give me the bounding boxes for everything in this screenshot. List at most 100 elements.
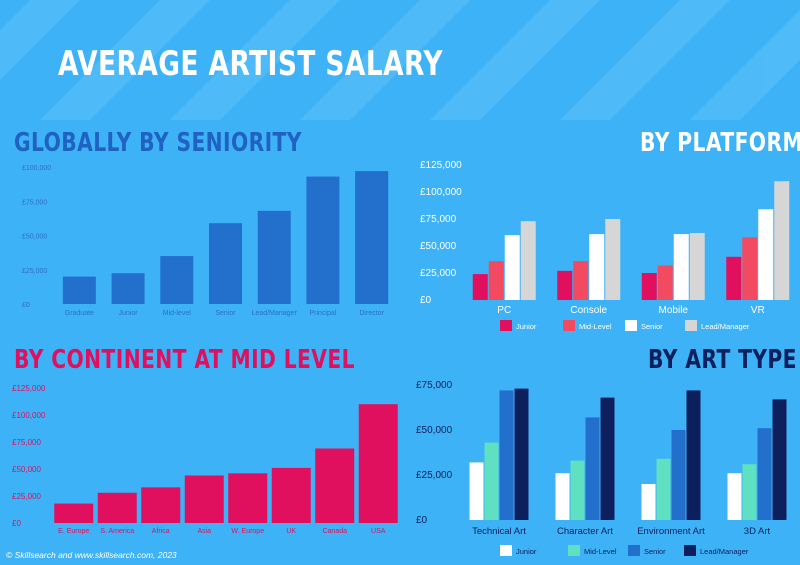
x-tick-label: UK xyxy=(286,528,296,535)
x-tick-label: 3D Art xyxy=(744,526,771,537)
bar-3d-art-lead-manager xyxy=(772,399,787,520)
x-tick-label: Director xyxy=(359,310,384,317)
x-tick-label: Character Art xyxy=(557,526,613,537)
bar-technical-art-senior xyxy=(499,390,514,520)
legend-swatch-junior xyxy=(500,320,512,331)
legend-label-senior: Senior xyxy=(644,547,666,556)
y-tick-label: £0 xyxy=(420,295,432,306)
x-tick-label: USA xyxy=(371,528,386,535)
bar-environment-art-senior xyxy=(671,430,686,520)
x-tick-label: PC xyxy=(497,305,511,316)
bar-e-europe xyxy=(54,503,94,523)
bar-environment-art-lead-manager xyxy=(686,390,701,520)
bar-console-senior xyxy=(589,234,605,300)
bar-mobile-mid-level xyxy=(657,265,673,300)
bar-principal xyxy=(306,176,340,304)
legend-label-mid-level: Mid-Level xyxy=(584,547,617,556)
y-tick-label: £100,000 xyxy=(12,411,46,420)
y-tick-label: £100,000 xyxy=(22,165,51,172)
legend-swatch-junior xyxy=(500,545,512,556)
bar-graduate xyxy=(62,276,96,304)
bar-3d-art-mid-level xyxy=(742,464,757,520)
bar-technical-art-lead-manager xyxy=(514,388,529,520)
x-tick-label: Lead/Manager xyxy=(252,310,298,317)
legend-swatch-mid-level xyxy=(563,320,575,331)
seniority-chart-title: GLOBALLY BY SENIORITY xyxy=(14,128,302,158)
y-tick-label: £125,000 xyxy=(420,160,462,171)
bar-vr-senior xyxy=(758,209,774,300)
seniority-bar-chart: £0 £25,000 £50,000 £75,000 £100,000 Graduate J… xyxy=(22,165,389,317)
bar-w-europe xyxy=(228,473,268,523)
bar-character-art-mid-level xyxy=(570,460,585,520)
legend-label-mid-level: Mid-Level xyxy=(579,322,612,331)
y-tick-label: £75,000 xyxy=(416,380,453,391)
copyright-footer: © Skillsearch and www.skillsearch.com, 2… xyxy=(6,550,177,560)
bar-senior xyxy=(209,223,242,304)
bar-mobile-lead-manager xyxy=(689,233,705,300)
bar-usa xyxy=(358,404,398,523)
bar-junior xyxy=(111,273,145,304)
y-tick-label: £75,000 xyxy=(420,214,457,225)
bar-s-america xyxy=(97,492,137,523)
y-tick-label: £0 xyxy=(416,515,428,526)
legend-swatch-lead-manager xyxy=(684,545,696,556)
bar-technical-art-mid-level xyxy=(484,442,499,520)
bar-director xyxy=(355,171,389,304)
y-tick-label: £75,000 xyxy=(12,438,41,447)
x-tick-label: Technical Art xyxy=(472,526,526,537)
x-tick-label: Principal xyxy=(309,310,336,317)
bar-3d-art-senior xyxy=(757,428,772,520)
y-tick-label: £75,000 xyxy=(22,199,47,206)
bar-pc-junior xyxy=(472,274,488,300)
x-tick-label: Environment Art xyxy=(637,526,705,537)
bar-vr-lead-manager xyxy=(774,181,790,300)
legend-swatch-senior xyxy=(625,320,637,331)
legend-label-lead-manager: Lead/Manager xyxy=(700,547,749,556)
bar-pc-senior xyxy=(504,235,520,300)
y-tick-label: £25,000 xyxy=(22,268,47,275)
bar-pc-mid-level xyxy=(488,261,504,300)
continent-bar-chart: £0 £25,000 £50,000 £75,000 £100,000 £125,000 E… xyxy=(12,384,398,535)
legend-swatch-mid-level xyxy=(568,545,580,556)
x-tick-label: Mid-level xyxy=(163,310,191,317)
y-tick-label: £50,000 xyxy=(416,425,453,436)
legend-label-lead-manager: Lead/Manager xyxy=(701,322,750,331)
y-tick-label: £0 xyxy=(22,302,30,309)
bar-mid-level xyxy=(160,256,194,304)
legend-label-senior: Senior xyxy=(641,322,663,331)
y-tick-label: £50,000 xyxy=(12,465,41,474)
bar-canada xyxy=(315,448,355,523)
x-tick-label: Mobile xyxy=(659,305,689,316)
bar-vr-mid-level xyxy=(742,237,758,300)
art-type-bar-chart: £0 £25,000 £50,000 £75,000 Technical Art Char… xyxy=(416,380,787,556)
bar-pc-lead-manager xyxy=(520,221,536,300)
legend-swatch-lead-manager xyxy=(685,320,697,331)
bar-mobile-senior xyxy=(673,234,689,300)
x-tick-label: Junior xyxy=(119,310,139,317)
x-tick-label: S. America xyxy=(100,528,134,535)
bar-vr-junior xyxy=(726,256,742,300)
bar-environment-art-junior xyxy=(641,484,656,520)
platform-bar-chart: £0 £25,000 £50,000 £75,000 £100,000 £125,000 P… xyxy=(420,160,790,331)
x-tick-label: Graduate xyxy=(65,310,94,317)
continent-chart-title: BY CONTINENT AT MID LEVEL xyxy=(14,345,355,375)
header-stripes xyxy=(0,0,800,120)
bar-mobile-junior xyxy=(641,273,657,300)
x-tick-label: Console xyxy=(570,305,607,316)
bar-character-art-junior xyxy=(555,473,570,520)
bar-uk xyxy=(271,467,311,523)
art-type-chart-title: BY ART TYPE xyxy=(648,345,797,375)
legend-label-junior: Junior xyxy=(516,322,537,331)
bar-asia xyxy=(184,475,224,523)
x-tick-label: W. Europe xyxy=(231,528,264,535)
y-tick-label: £100,000 xyxy=(420,187,462,198)
y-tick-label: £50,000 xyxy=(420,241,457,252)
x-tick-label: Asia xyxy=(197,528,211,535)
bar-3d-art-junior xyxy=(727,473,742,520)
y-tick-label: £25,000 xyxy=(420,268,457,279)
bar-environment-art-mid-level xyxy=(656,458,671,520)
bar-console-lead-manager xyxy=(605,219,621,300)
legend-swatch-senior xyxy=(628,545,640,556)
y-tick-label: £125,000 xyxy=(12,384,46,393)
